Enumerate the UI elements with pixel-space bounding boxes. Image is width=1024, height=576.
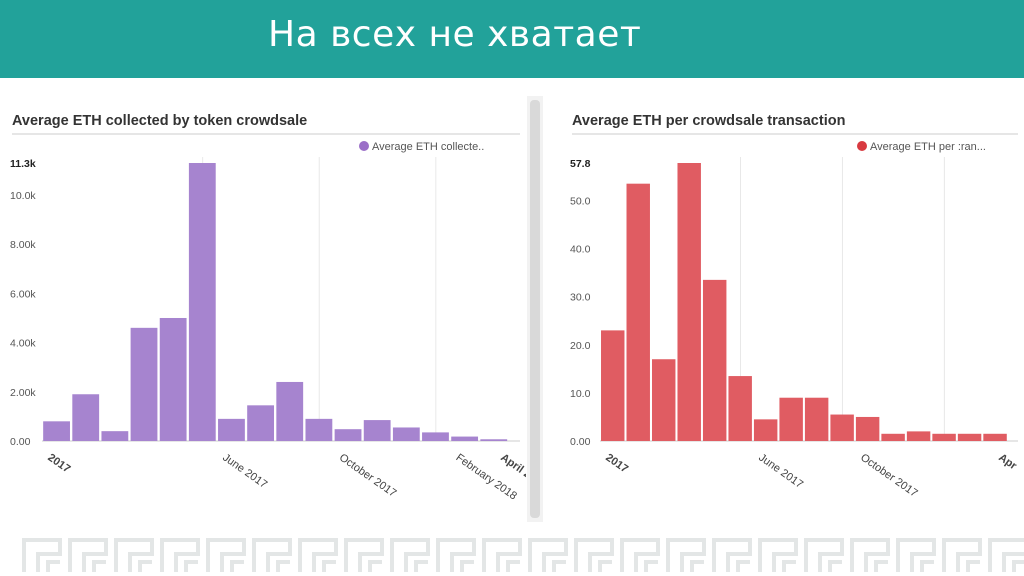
pattern-segment <box>528 538 568 572</box>
pattern-segment <box>850 538 890 572</box>
pattern-segment <box>482 538 522 572</box>
legend-swatch <box>359 141 369 151</box>
pattern-segment <box>620 538 660 572</box>
y-tick-label: 11.3k <box>10 158 36 170</box>
bar-1[interactable] <box>626 183 650 441</box>
bar-15[interactable] <box>983 433 1007 441</box>
x-tick-label: October 2017 <box>337 452 398 500</box>
bar-13[interactable] <box>422 432 449 441</box>
pattern-segment <box>896 538 936 572</box>
y-tick-label: 10.0 <box>570 388 591 400</box>
x-tick-label: June 2017 <box>220 452 269 491</box>
y-tick-label: 40.0 <box>570 244 591 256</box>
bar-14[interactable] <box>957 433 982 441</box>
bar-2[interactable] <box>651 359 676 441</box>
bar-10[interactable] <box>855 416 880 441</box>
pattern-segment <box>22 538 62 572</box>
bar-7[interactable] <box>247 405 275 441</box>
bar-15[interactable] <box>480 439 508 441</box>
y-tick-label: 30.0 <box>570 292 591 304</box>
x-tick-label: April 2 <box>498 452 526 481</box>
x-tick-label: 2017 <box>45 452 72 476</box>
bar-9[interactable] <box>830 414 854 441</box>
slide-header: На всех не хватает <box>0 0 1024 78</box>
legend-swatch <box>857 141 867 151</box>
y-tick-label: 50.0 <box>570 196 591 208</box>
bar-5[interactable] <box>188 163 216 441</box>
bar-12[interactable] <box>906 431 931 441</box>
pattern-segment <box>942 538 982 572</box>
y-tick-label: 0.00 <box>10 436 31 448</box>
chart-panel-right: Average ETH per crowdsale transaction Ave… <box>566 88 1024 524</box>
bar-7[interactable] <box>779 397 803 441</box>
legend-label[interactable]: Average ETH per :ran... <box>870 141 986 153</box>
y-tick-label: 10.0k <box>10 190 36 202</box>
bar-6[interactable] <box>753 419 778 441</box>
bar-6[interactable] <box>218 418 245 441</box>
eth-collected-chart: Average ETH collected by token crowdsale… <box>10 113 526 502</box>
pattern-segment <box>252 538 292 572</box>
bar-11[interactable] <box>363 420 391 441</box>
bar-8[interactable] <box>276 381 304 441</box>
pattern-segment <box>988 538 1024 572</box>
bar-10[interactable] <box>334 429 362 441</box>
bar-13[interactable] <box>932 433 956 441</box>
y-tick-label: 4.00k <box>10 338 36 350</box>
pattern-segment <box>666 538 706 572</box>
x-tick-label: October 2017 <box>858 452 919 500</box>
bar-9[interactable] <box>305 418 333 441</box>
y-tick-label: 6.00k <box>10 288 36 300</box>
y-tick-label: 57.8 <box>570 158 591 170</box>
bar-3[interactable] <box>130 327 158 441</box>
y-tick-label: 2.00k <box>10 387 36 399</box>
bar-3[interactable] <box>677 163 701 441</box>
bar-2[interactable] <box>101 431 129 441</box>
bar-11[interactable] <box>881 433 905 441</box>
eth-per-transaction-chart: Average ETH per crowdsale transaction Ave… <box>570 113 1019 500</box>
pattern-segment <box>574 538 614 572</box>
pattern-segment <box>390 538 430 572</box>
decorative-pattern <box>22 538 1024 572</box>
pattern-segment <box>298 538 338 572</box>
pattern-segment <box>206 538 246 572</box>
bar-12[interactable] <box>392 427 420 441</box>
bar-14[interactable] <box>451 436 479 441</box>
x-tick-label: Apr <box>996 452 1019 473</box>
bar-8[interactable] <box>804 397 829 441</box>
pattern-segment <box>160 538 200 572</box>
pattern-segment <box>68 538 108 572</box>
bar-5[interactable] <box>728 376 752 441</box>
pattern-segment <box>712 538 752 572</box>
bar-0[interactable] <box>43 421 70 441</box>
y-tick-label: 20.0 <box>570 340 591 352</box>
bar-4[interactable] <box>702 279 727 441</box>
pattern-segment <box>114 538 154 572</box>
legend-label[interactable]: Average ETH collecte.. <box>372 141 484 153</box>
bar-4[interactable] <box>159 317 187 441</box>
bar-0[interactable] <box>601 330 625 441</box>
chart-title: Average ETH collected by token crowdsale <box>12 113 307 129</box>
y-tick-label: 0.00 <box>570 436 591 448</box>
slide-title: На всех не хватает <box>268 14 642 55</box>
chart-title: Average ETH per crowdsale transaction <box>572 113 845 129</box>
x-tick-label: June 2017 <box>756 452 805 491</box>
pattern-segment <box>758 538 798 572</box>
pattern-segment <box>804 538 844 572</box>
bar-1[interactable] <box>72 394 100 441</box>
x-tick-label: 2017 <box>603 452 630 476</box>
chart-panel-left: Average ETH collected by token crowdsale… <box>6 88 526 524</box>
scrollbar-thumb[interactable] <box>530 100 540 518</box>
y-tick-label: 8.00k <box>10 239 36 251</box>
pattern-segment <box>344 538 384 572</box>
pattern-segment <box>436 538 476 572</box>
